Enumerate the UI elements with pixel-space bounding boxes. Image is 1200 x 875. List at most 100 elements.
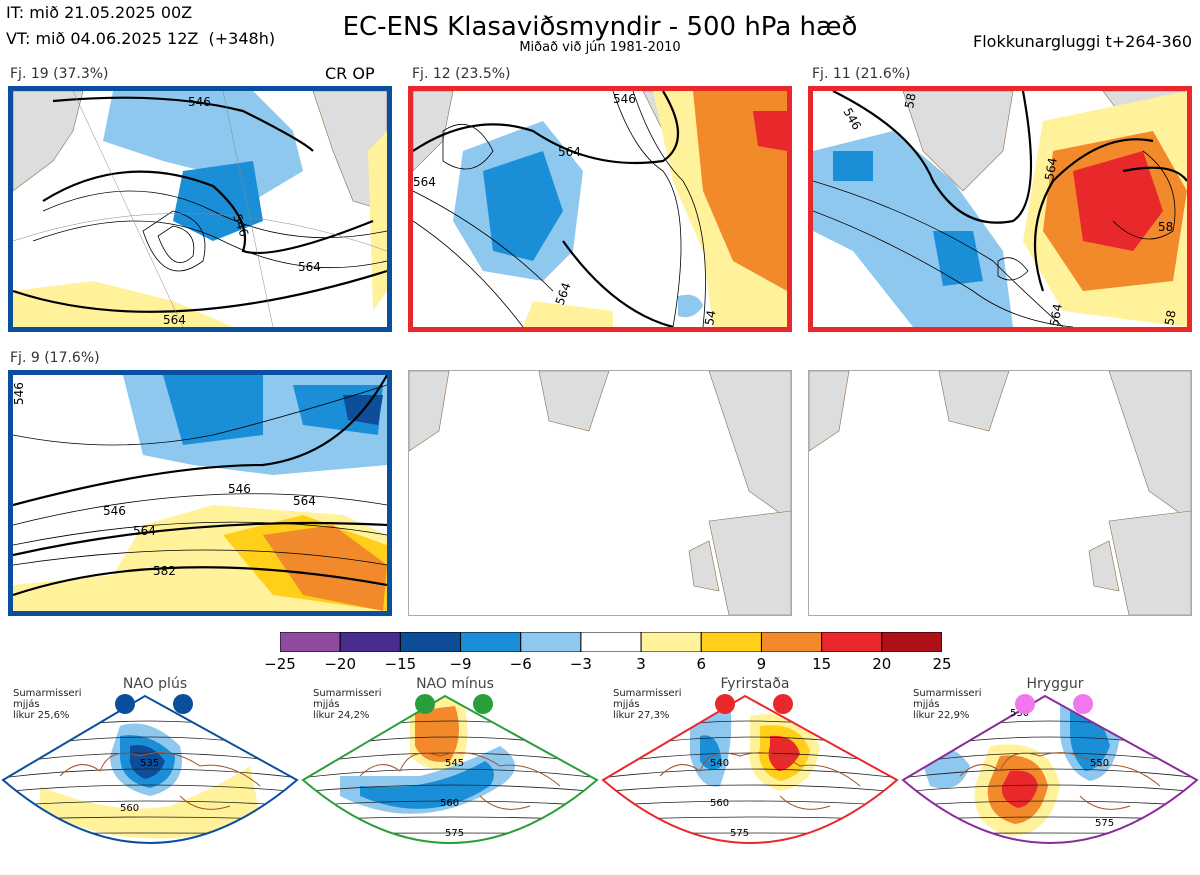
contour-label: 546 — [613, 92, 636, 106]
page-subtitle: Miðað við jún 1981-2010 — [519, 40, 681, 55]
regime-outline — [601, 694, 899, 844]
cluster-map-4: 546 546 546 564 564 582 — [8, 370, 392, 616]
height-contour — [603, 768, 897, 779]
regime-fan-map: 530 550 575 — [901, 694, 1199, 844]
contour-label: 546 — [13, 382, 26, 405]
height-contour — [903, 768, 1197, 779]
regime-marker-dot — [173, 694, 193, 714]
regime-marker-dot — [773, 694, 793, 714]
colorbar-tick-label: −6 — [509, 655, 532, 673]
colorbar-ticks: −25 −20 −15 −9 −6 −3 3 6 9 15 20 25 — [264, 655, 951, 675]
height-contour — [303, 784, 597, 793]
regime-season: Sumarmisseri — [13, 688, 82, 699]
regime-marker-dot — [473, 694, 493, 714]
colorbar — [279, 631, 943, 653]
regime-panel: 545 560 575 NAO mínus Sumarmisseri mjjás líkur… — [300, 676, 600, 871]
regime-panel: 530 550 575 Hryggur Sumarmisseri mjjás líkur 2… — [900, 676, 1200, 871]
colorbar-swatch — [821, 631, 883, 653]
contour-label: 564 — [298, 260, 321, 274]
regime-likelihood: líkur 25,6% — [13, 710, 70, 721]
height-contour — [903, 736, 1197, 751]
regime-month: mjjás — [613, 699, 640, 710]
contour-label: 564 — [293, 494, 316, 508]
colorbar-tick-label: −3 — [569, 655, 592, 673]
colorbar-tick-label: −25 — [264, 655, 296, 673]
empty-map-6 — [808, 370, 1192, 616]
contour-label: 546 — [840, 106, 864, 133]
regime-marker-dot — [1073, 694, 1093, 714]
height-contour — [3, 800, 297, 807]
panel-badge-1: CR OP — [325, 64, 375, 83]
contour-label: 582 — [153, 564, 176, 578]
contour-label: 564 — [558, 145, 581, 159]
anomaly-area — [40, 766, 260, 839]
regime-panel: 535 560 NAO plús Sumarmisseri mjjás líkur 25,… — [0, 676, 300, 871]
colorbar-tick-label: −20 — [324, 655, 356, 673]
regime-contour-label: 560 — [710, 798, 729, 809]
contour-label: 564 — [163, 313, 186, 327]
regime-fan-map: 535 560 — [1, 694, 299, 844]
classification-window: Flokkunargluggi t+264-360 — [973, 32, 1192, 51]
height-contour — [3, 768, 297, 779]
colorbar-tick-label: 20 — [872, 655, 892, 673]
regime-outline — [901, 694, 1199, 844]
contour-label: 58 — [902, 92, 918, 109]
regime-name: NAO plús — [122, 676, 188, 692]
regime-outline — [1, 694, 299, 844]
panel-label-2: Fj. 12 (23.5%) — [412, 66, 511, 82]
contour-label: 564 — [553, 281, 574, 307]
regime-marker-dot — [715, 694, 735, 714]
regime-info: Sumarmisseri mjjás líkur 25,6% — [13, 688, 81, 721]
regime-fan-map: 540 560 575 — [601, 694, 899, 844]
colorbar-tick-label: 6 — [696, 655, 707, 673]
colorbar-tick-label: −15 — [384, 655, 417, 673]
regime-season: Sumarmisseri — [613, 688, 682, 699]
regime-likelihood: líkur 22,9% — [913, 710, 970, 721]
regime-contour-label: 575 — [445, 828, 464, 839]
colorbar-swatch — [399, 631, 462, 653]
regime-marker-dot — [115, 694, 135, 714]
contour-label: 564 — [413, 175, 436, 189]
colorbar-swatch — [700, 631, 762, 653]
cluster-map-1: 546 546 564 564 — [8, 86, 392, 332]
colorbar-tick-label: 9 — [756, 655, 767, 673]
colorbar-swatch — [520, 631, 582, 653]
height-contour — [603, 800, 897, 807]
contour-label: 546 — [228, 482, 251, 496]
regime-name: NAO mínus — [416, 676, 494, 692]
regime-outline — [301, 694, 599, 844]
contour-label: 54 — [702, 309, 718, 326]
init-time: IT: mið 21.05.2025 00Z — [6, 3, 193, 22]
colorbar-swatch — [640, 631, 702, 653]
panel-label-4: Fj. 9 (17.6%) — [10, 350, 100, 366]
colorbar-tick-label: 25 — [932, 655, 952, 673]
contour-label: 564 — [133, 524, 156, 538]
regime-contour-label: 535 — [140, 758, 159, 769]
panel-label-1: Fj. 19 (37.3%) — [10, 66, 109, 82]
page-title: EC-ENS Klasaviðsmyndir - 500 hPa hæð — [342, 12, 858, 42]
empty-map-5 — [408, 370, 792, 616]
colorbar-swatch — [460, 631, 522, 653]
colorbar-tick-label: 3 — [636, 655, 646, 673]
height-contour — [303, 816, 597, 821]
regime-likelihood: líkur 24,2% — [313, 710, 370, 721]
panel-label-3: Fj. 11 (21.6%) — [812, 66, 911, 82]
regime-contour-label: 540 — [710, 758, 729, 769]
height-contour — [903, 832, 1197, 835]
regime-marker-dot — [1015, 694, 1035, 714]
regime-contour-label: 575 — [1095, 818, 1114, 829]
height-contour — [303, 800, 597, 807]
regime-info: Sumarmisseri mjjás líkur 24,2% — [313, 688, 381, 721]
height-contour — [903, 816, 1197, 821]
regime-name: Hryggur — [1026, 676, 1084, 692]
regime-info: Sumarmisseri mjjás líkur 22,9% — [913, 688, 981, 721]
colorbar-tick-label: 15 — [812, 655, 832, 673]
height-contour — [3, 784, 297, 793]
colorbar-swatch — [339, 631, 401, 653]
height-contour — [603, 816, 897, 821]
regime-month: mjjás — [313, 699, 340, 710]
height-contour — [603, 784, 897, 793]
contour-label: 546 — [103, 504, 126, 518]
colorbar-tick-label: −9 — [449, 655, 472, 673]
regime-season: Sumarmisseri — [913, 688, 982, 699]
